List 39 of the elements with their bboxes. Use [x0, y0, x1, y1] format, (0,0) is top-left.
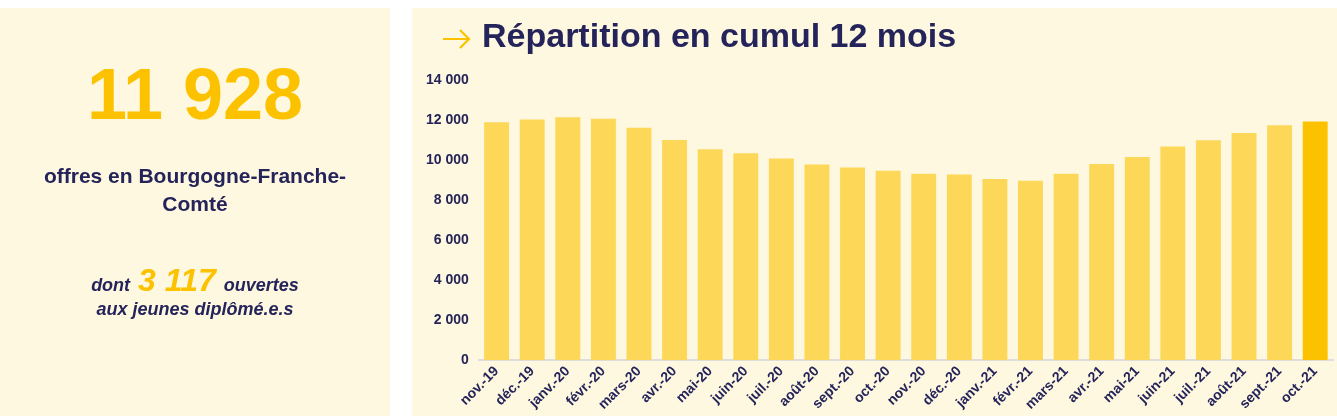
y-tick-label: 12 000 [425, 111, 470, 128]
bar [626, 127, 652, 361]
bar [875, 170, 901, 361]
bar [697, 149, 723, 361]
y-tick-label: 4 000 [433, 271, 470, 288]
y-tick-label: 14 000 [425, 71, 470, 88]
bar [1018, 180, 1043, 361]
bar [1089, 164, 1115, 361]
text: 3 117 [138, 262, 216, 298]
text: aux jeunes diplômé.e.s [95, 298, 295, 321]
bar [1160, 146, 1186, 361]
bar [1231, 132, 1257, 361]
bar [911, 173, 937, 361]
bar [1267, 125, 1293, 361]
y-tick-label: 8 000 [433, 191, 470, 208]
text: dont [91, 275, 131, 295]
bar [946, 174, 972, 361]
y-tick-label: 2 000 [433, 311, 470, 328]
bar [804, 164, 830, 361]
bar [1053, 173, 1079, 361]
bar [484, 122, 510, 361]
bar [1195, 140, 1221, 361]
bar [590, 118, 616, 361]
y-tick-label: 6 000 [433, 231, 470, 248]
bar [768, 158, 794, 361]
chart-title: Répartition en cumul 12 mois [482, 16, 957, 55]
bar [733, 153, 759, 361]
y-tick-label: 0 [461, 351, 470, 368]
bar [662, 139, 688, 361]
text: 11 928 [85, 54, 305, 134]
bar [519, 119, 545, 361]
text: ouvertes [223, 275, 299, 295]
bar [840, 167, 865, 361]
bar [1302, 121, 1328, 361]
bar [1124, 156, 1150, 361]
bar [555, 117, 581, 361]
y-tick-label: 10 000 [425, 151, 470, 168]
text: offres en Bourgogne-Franche-Comté [42, 163, 348, 217]
bar [982, 178, 1008, 361]
